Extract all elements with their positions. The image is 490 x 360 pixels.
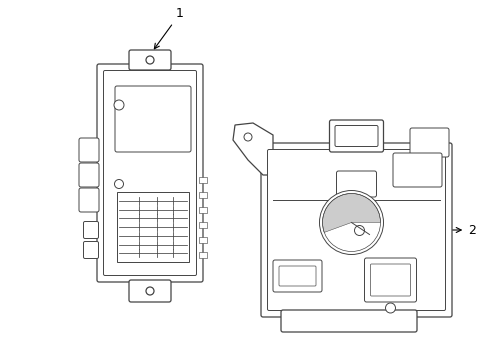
FancyBboxPatch shape (129, 50, 171, 70)
FancyBboxPatch shape (273, 260, 322, 292)
FancyBboxPatch shape (79, 188, 99, 212)
Circle shape (244, 133, 252, 141)
FancyBboxPatch shape (365, 258, 416, 302)
Bar (199, 252, 207, 258)
Bar (199, 177, 207, 183)
FancyBboxPatch shape (261, 143, 452, 317)
FancyBboxPatch shape (335, 126, 378, 147)
Circle shape (114, 100, 124, 110)
Bar (199, 192, 207, 198)
FancyBboxPatch shape (97, 64, 203, 282)
Polygon shape (233, 123, 273, 175)
FancyBboxPatch shape (115, 86, 191, 152)
Bar (199, 222, 207, 228)
FancyBboxPatch shape (337, 171, 376, 197)
Wedge shape (322, 194, 381, 233)
FancyBboxPatch shape (329, 120, 384, 152)
Circle shape (354, 225, 365, 235)
Circle shape (146, 56, 154, 64)
Circle shape (115, 180, 123, 189)
FancyBboxPatch shape (281, 310, 417, 332)
FancyBboxPatch shape (410, 128, 449, 157)
FancyBboxPatch shape (79, 163, 99, 187)
Bar (199, 207, 207, 213)
FancyBboxPatch shape (268, 149, 445, 310)
Circle shape (146, 287, 154, 295)
Bar (199, 237, 207, 243)
FancyBboxPatch shape (83, 221, 98, 239)
Bar (117, 192, 189, 262)
FancyBboxPatch shape (393, 153, 442, 187)
FancyBboxPatch shape (129, 280, 171, 302)
Text: 2: 2 (453, 224, 476, 237)
FancyBboxPatch shape (79, 138, 99, 162)
FancyBboxPatch shape (279, 266, 316, 286)
FancyBboxPatch shape (83, 242, 98, 258)
Circle shape (319, 190, 384, 255)
Text: 1: 1 (154, 7, 184, 49)
FancyBboxPatch shape (370, 264, 411, 296)
Circle shape (386, 303, 395, 313)
FancyBboxPatch shape (103, 71, 196, 275)
